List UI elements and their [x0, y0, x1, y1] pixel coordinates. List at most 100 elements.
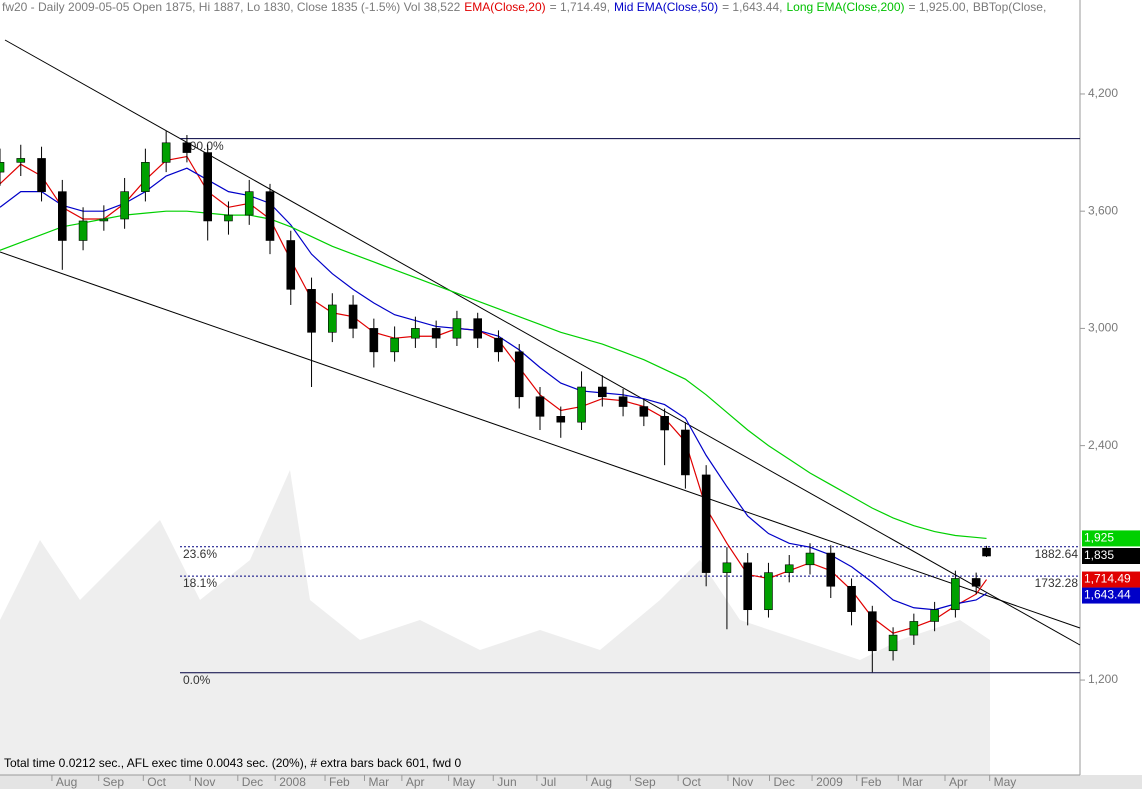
candle-body — [244, 191, 254, 216]
candle-body — [681, 429, 690, 476]
candle-body — [141, 162, 150, 192]
candle-body — [847, 585, 856, 612]
chart-title: fw20 - Daily 2009-05-05 Open 1875, Hi 18… — [2, 0, 1046, 14]
last-value-label: 1,643.44 — [1084, 588, 1131, 602]
fib-label: 18.1% — [183, 576, 217, 590]
x-tick-label: 2009 — [816, 775, 843, 789]
x-tick-label: Nov — [732, 775, 753, 789]
y-tick-label: 3,600 — [1088, 203, 1118, 217]
x-tick-label: Mar — [369, 775, 390, 789]
candle-body — [452, 318, 462, 339]
x-tick-label: Jul — [541, 775, 556, 789]
fib-price-label: 1732.28 — [1035, 576, 1079, 590]
candle-body — [639, 406, 649, 417]
last-value-label: 1,925 — [1084, 531, 1114, 545]
candle-body — [203, 152, 212, 222]
candle-body — [390, 337, 399, 353]
title-part: BBTop(Close, — [973, 0, 1046, 14]
candle-body — [411, 328, 420, 339]
y-tick-label: 3,000 — [1088, 321, 1118, 335]
candle-body — [473, 318, 482, 339]
candle-body — [764, 572, 773, 611]
footer-text: Total time 0.0212 sec., AFL exec time 0.… — [4, 756, 461, 770]
title-part: Mid EMA(Close,50) — [614, 0, 718, 14]
y-tick-label: 4,200 — [1088, 86, 1118, 100]
x-tick-label: Apr — [949, 775, 968, 789]
candle-body — [182, 142, 192, 153]
candle-body — [431, 328, 441, 339]
candle-body — [328, 304, 337, 333]
title-part: Long EMA(Close,200) — [786, 0, 904, 14]
x-tick-label: 2008 — [279, 775, 306, 789]
candle-body — [369, 328, 379, 353]
candle-body — [0, 162, 5, 173]
title-part: = 1,714.49, — [550, 0, 610, 14]
last-value-label: 1,835 — [1084, 548, 1114, 562]
candle-body — [826, 552, 836, 587]
x-tick-label: Mar — [902, 775, 923, 789]
last-value-box — [1082, 547, 1140, 564]
candle-body — [37, 158, 46, 192]
x-tick-label: Sep — [103, 775, 125, 789]
x-tick-label: Dec — [774, 775, 795, 789]
candle-body — [161, 142, 171, 163]
x-tick-label: May — [994, 775, 1017, 789]
candle-body — [982, 547, 991, 557]
title-part: = 1,643.44, — [722, 0, 782, 14]
candle-body — [494, 337, 503, 353]
x-tick-label: May — [453, 775, 476, 789]
x-tick-label: Aug — [591, 775, 612, 789]
candle-body — [598, 386, 607, 398]
title-part: fw20 - Daily 2009-05-05 Open 1875, Hi 18… — [2, 0, 461, 14]
y-tick-label: 2,400 — [1088, 438, 1118, 452]
candle-body — [58, 191, 67, 241]
last-value-box — [1082, 587, 1140, 604]
candle-body — [120, 191, 129, 220]
x-tick-label: Oct — [147, 775, 166, 789]
x-tick-label: Feb — [861, 775, 882, 789]
candle-body — [888, 634, 898, 652]
candle-body — [307, 289, 316, 333]
candle-body — [951, 578, 960, 611]
title-part: = 1,925.00, — [909, 0, 969, 14]
candle-body — [660, 416, 669, 431]
volume-shade — [0, 470, 990, 775]
last-value-box — [1082, 530, 1140, 547]
candle-body — [805, 552, 815, 566]
plot-area: 100.0% 23.6% 1882.64 18.1% 1732.28 0.0% — [0, 131, 1080, 687]
x-tick-label: Apr — [406, 775, 425, 789]
candle-body — [909, 621, 919, 636]
fib-price-label: 1882.64 — [1035, 547, 1079, 561]
fib-label: 23.6% — [183, 547, 217, 561]
ema-line — [0, 210, 987, 540]
candle-body — [618, 396, 628, 407]
trend-line — [4, 39, 1081, 646]
candle-body — [701, 474, 711, 573]
x-tick-label: Aug — [56, 775, 77, 789]
candle-body — [868, 611, 877, 652]
candle-body — [224, 214, 233, 222]
last-value-box — [1082, 571, 1140, 588]
x-tick-label: Feb — [329, 775, 350, 789]
fib-label: 100.0% — [183, 139, 224, 153]
x-axis-strip — [0, 775, 1142, 789]
candle-body — [743, 562, 752, 611]
y-tick-label: 1,200 — [1088, 672, 1118, 686]
candle-body — [556, 416, 566, 423]
fib-label: 0.0% — [183, 673, 211, 687]
x-tick-label: Jun — [497, 775, 516, 789]
candle-body — [722, 562, 732, 573]
candle-body — [265, 191, 275, 241]
candle-body — [99, 218, 109, 222]
candle-body — [514, 351, 524, 398]
candle-body — [577, 386, 586, 423]
last-value-label: 1,714.49 — [1084, 572, 1131, 586]
candle-body — [971, 578, 981, 587]
x-tick-label: Sep — [634, 775, 656, 789]
title-part: EMA(Close,20) — [464, 0, 545, 14]
candle-body — [348, 304, 358, 329]
trend-line — [0, 251, 1081, 629]
candle-body — [286, 240, 296, 290]
